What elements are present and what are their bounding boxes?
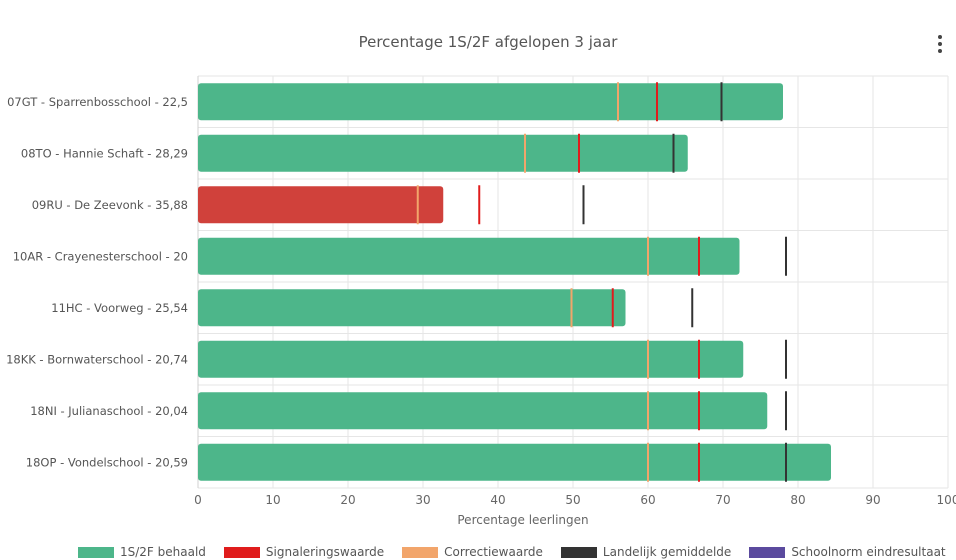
x-axis-title: Percentage leerlingen	[457, 513, 588, 527]
category-label: 18NI - Julianaschool - 20,04	[30, 404, 188, 418]
bar	[198, 289, 626, 327]
category-label: 18KK - Bornwaterschool - 20,74	[6, 352, 188, 366]
bar	[198, 134, 688, 172]
x-tick-label: 30	[415, 493, 430, 507]
category-label: 07GT - Sparrenbosschool - 22,5	[7, 95, 188, 109]
legend-swatch	[78, 546, 114, 558]
x-tick-label: 50	[565, 493, 580, 507]
x-tick-label: 90	[865, 493, 880, 507]
x-tick-label: 10	[265, 493, 280, 507]
vertical-dots-icon	[938, 35, 942, 39]
vertical-dots-icon-dot-3	[938, 49, 942, 53]
legend-swatch	[749, 546, 786, 558]
category-label: 11HC - Voorweg - 25,54	[51, 301, 188, 315]
x-tick-label: 100	[937, 493, 956, 507]
x-tick-label: 60	[640, 493, 655, 507]
legend-label: Signaleringswaarde	[265, 545, 385, 559]
legend-item[interactable]: Correctiewaarde	[402, 545, 543, 559]
legend-swatch	[223, 546, 260, 558]
legend-swatch	[560, 546, 597, 558]
legend-item[interactable]: 1S/2F behaald	[78, 545, 206, 559]
bar	[198, 392, 768, 430]
legend-item[interactable]: Signaleringswaarde	[223, 545, 385, 559]
x-tick-label: 20	[340, 493, 355, 507]
bar	[198, 340, 744, 378]
chart-title: Percentage 1S/2F afgelopen 3 jaar	[358, 33, 618, 51]
legend-swatch	[402, 546, 439, 558]
bar	[198, 83, 783, 121]
legend-label: Landelijk gemiddelde	[602, 545, 732, 559]
legend-label: Schoolnorm eindresultaat	[791, 545, 946, 559]
bar	[198, 237, 740, 275]
chart-menu-button[interactable]	[930, 30, 950, 58]
bar	[198, 443, 831, 481]
x-tick-label: 80	[790, 493, 805, 507]
chart-plot: 0 10 20 30 40 50 60 70 80 90 100 Percentage leerlin…	[6, 75, 956, 527]
vertical-dots-icon-dot-2	[938, 42, 942, 46]
legend-label: 1S/2F behaald	[120, 545, 206, 559]
x-tick-label: 40	[490, 493, 505, 507]
x-tick-label: 0	[194, 493, 202, 507]
chart-legend: 1S/2F behaald Signaleringswaarde Correctie…	[78, 544, 946, 560]
category-label: 09RU - De Zeevonk - 35,88	[32, 198, 188, 212]
category-label: 10AR - Crayenesterschool - 20	[13, 249, 188, 263]
legend-item[interactable]: Landelijk gemiddelde	[560, 545, 732, 559]
category-label: 18OP - Vondelschool - 20,59	[26, 455, 188, 469]
bar	[198, 186, 444, 224]
x-tick-label: 70	[715, 493, 730, 507]
legend-label: Correctiewaarde	[444, 545, 543, 559]
category-label: 08TO - Hannie Schaft - 28,29	[21, 146, 188, 160]
legend-item[interactable]: Schoolnorm eindresultaat	[749, 545, 946, 559]
